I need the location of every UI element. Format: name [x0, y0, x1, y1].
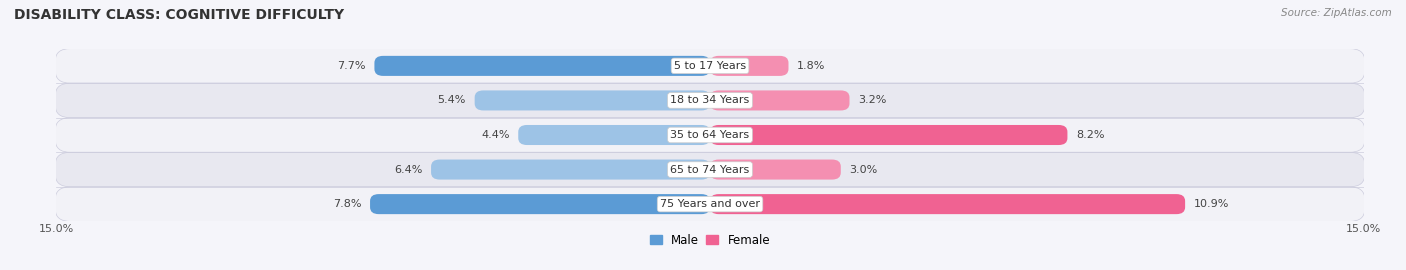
- Legend: Male, Female: Male, Female: [650, 234, 770, 247]
- Text: DISABILITY CLASS: COGNITIVE DIFFICULTY: DISABILITY CLASS: COGNITIVE DIFFICULTY: [14, 8, 344, 22]
- Text: Source: ZipAtlas.com: Source: ZipAtlas.com: [1281, 8, 1392, 18]
- Text: 75 Years and over: 75 Years and over: [659, 199, 761, 209]
- Text: 7.7%: 7.7%: [337, 61, 366, 71]
- Text: 3.2%: 3.2%: [858, 95, 887, 106]
- Text: 1.8%: 1.8%: [797, 61, 825, 71]
- Text: 6.4%: 6.4%: [394, 164, 422, 175]
- Text: 4.4%: 4.4%: [481, 130, 509, 140]
- Text: 7.8%: 7.8%: [333, 199, 361, 209]
- FancyBboxPatch shape: [710, 56, 789, 76]
- FancyBboxPatch shape: [374, 56, 710, 76]
- FancyBboxPatch shape: [55, 187, 1365, 221]
- FancyBboxPatch shape: [55, 49, 1365, 83]
- Text: 5 to 17 Years: 5 to 17 Years: [673, 61, 747, 71]
- FancyBboxPatch shape: [55, 118, 1365, 152]
- Text: 3.0%: 3.0%: [849, 164, 877, 175]
- Text: 10.9%: 10.9%: [1194, 199, 1229, 209]
- FancyBboxPatch shape: [710, 160, 841, 180]
- FancyBboxPatch shape: [370, 194, 710, 214]
- FancyBboxPatch shape: [710, 194, 1185, 214]
- FancyBboxPatch shape: [55, 152, 1365, 187]
- Text: 65 to 74 Years: 65 to 74 Years: [671, 164, 749, 175]
- Text: 18 to 34 Years: 18 to 34 Years: [671, 95, 749, 106]
- FancyBboxPatch shape: [475, 90, 710, 110]
- FancyBboxPatch shape: [710, 90, 849, 110]
- Text: 8.2%: 8.2%: [1076, 130, 1105, 140]
- FancyBboxPatch shape: [519, 125, 710, 145]
- Text: 5.4%: 5.4%: [437, 95, 465, 106]
- FancyBboxPatch shape: [710, 125, 1067, 145]
- FancyBboxPatch shape: [432, 160, 710, 180]
- Text: 35 to 64 Years: 35 to 64 Years: [671, 130, 749, 140]
- FancyBboxPatch shape: [55, 83, 1365, 118]
